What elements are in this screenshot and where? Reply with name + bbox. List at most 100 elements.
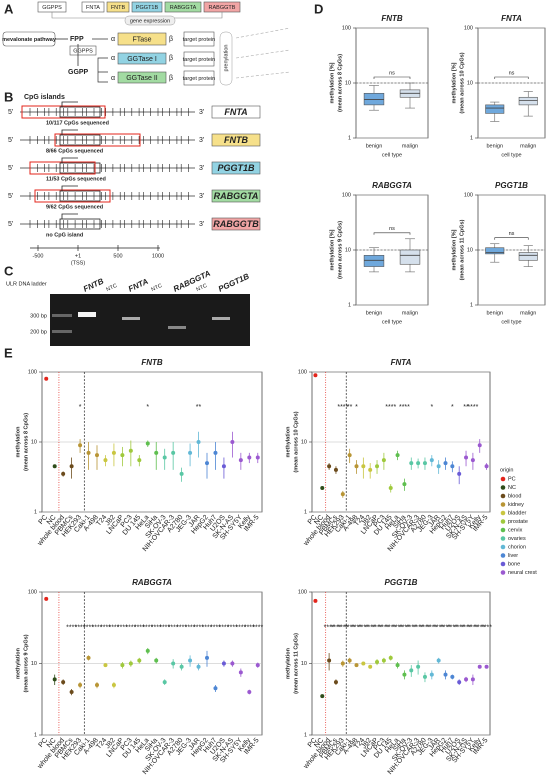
significance-label: **** [168, 625, 179, 632]
x-tick-label: malign [402, 143, 418, 149]
y-tick-label: 10 [467, 80, 473, 86]
x-tick-label: PC [38, 514, 50, 526]
significance-label: **** [372, 625, 383, 632]
dot [340, 661, 345, 666]
band [168, 326, 186, 329]
enzyme-name: FTase [132, 36, 151, 43]
significance-bracket [373, 76, 411, 79]
significance-label: **** [399, 625, 410, 632]
y-axis-label: (mean across 10 CpGs) [293, 411, 299, 472]
dot [221, 464, 226, 469]
y-tick-label: 100 [464, 25, 473, 31]
dot [313, 598, 318, 603]
ggpp-label: GGPP [68, 69, 89, 76]
lane-label: FNTA [127, 277, 150, 294]
significance-label: **** [108, 625, 119, 632]
y-tick-label: 100 [464, 192, 473, 198]
y-tick-label: 100 [28, 589, 37, 595]
dot [230, 440, 235, 444]
chart-title: FNTB [141, 358, 163, 367]
enzyme-name: GGTase I [127, 56, 157, 63]
significance-label: **** [210, 625, 221, 632]
dot [333, 467, 338, 472]
y-tick-label: 10 [301, 661, 307, 667]
exon [59, 134, 101, 146]
y-axis-label: (mean across 10 CpGs) [459, 52, 465, 113]
exon [59, 162, 101, 174]
dot [86, 655, 91, 660]
band [78, 312, 96, 317]
chart: FNTB 1 10 100 methylation (mean across 8 CpGs… [15, 358, 263, 553]
x-tick-label: NC [46, 514, 58, 526]
significance-label: ** [347, 404, 353, 411]
x-axis-label: cell type [382, 152, 402, 158]
dot [416, 461, 421, 466]
dot [213, 450, 218, 455]
dot [205, 655, 209, 660]
dot [457, 471, 462, 476]
significance-label: **** [75, 625, 86, 632]
panel-label: D [314, 1, 323, 16]
chart: PGGT1B 1 10 100 methylation (mean across 11 C… [285, 578, 492, 776]
dot [61, 471, 66, 476]
significance-label: **** [117, 625, 128, 632]
target-label: target protein [183, 37, 215, 43]
significance-label: **** [337, 625, 348, 632]
y-axis-label: methylation [285, 426, 291, 458]
tss-label: (TSS) [71, 260, 86, 266]
box [363, 255, 385, 267]
x-tick-label: malign [520, 310, 536, 316]
significance-bracket [373, 232, 411, 235]
gene-name: RABGGTB [213, 219, 259, 229]
legend-label: bone [508, 561, 520, 567]
dot [422, 461, 427, 466]
significance-label: **** [202, 625, 213, 632]
legend-title: origin [500, 467, 513, 473]
significance-label: **** [406, 625, 417, 632]
tss-arrow [61, 213, 78, 219]
dot [78, 443, 83, 448]
dot [78, 683, 83, 688]
x-tick-label: benign [366, 143, 383, 149]
legend-label: neural crest [508, 570, 537, 576]
dot [333, 680, 338, 685]
exon [59, 106, 101, 118]
exon [59, 218, 101, 230]
y-tick-label: 1 [34, 732, 37, 738]
legend-label: PC [508, 476, 516, 482]
enzyme-box [117, 52, 167, 65]
five-prime: 5' [8, 137, 13, 144]
beta: β [169, 75, 173, 82]
significance-label: **** [227, 625, 238, 632]
chart: FNTA 1 10 100 methylation [%] (mean across 10… [451, 14, 546, 158]
significance-label: **** [474, 625, 485, 632]
dot [128, 661, 133, 666]
gene-box [211, 189, 261, 203]
y-tick-label: 1 [470, 302, 473, 308]
axis-label: 1000 [152, 253, 164, 259]
gene-box [164, 1, 202, 13]
dot [162, 455, 167, 460]
x-axis-label: cell type [382, 319, 402, 325]
gene-name: PGGT1B [217, 163, 255, 173]
dot [327, 464, 332, 469]
y-tick-label: 100 [28, 369, 37, 375]
significance-label: **** [426, 625, 437, 632]
cpg-diagram: CpG islands [24, 94, 65, 101]
dot [443, 672, 448, 677]
significance-label: **** [481, 625, 492, 632]
dot [145, 441, 150, 446]
dot [95, 453, 99, 458]
y-tick-label: 10 [31, 661, 37, 667]
beta: β [169, 55, 173, 62]
legend-label: kidney [508, 502, 524, 508]
x-tick-label: NC [313, 514, 325, 526]
dot [103, 663, 108, 668]
chart-title: FNTA [391, 358, 412, 367]
dot [137, 458, 142, 463]
dot [320, 694, 325, 699]
expression-label: gene expression [130, 18, 170, 24]
significance-label: **** [159, 625, 170, 632]
significance-label: **** [235, 625, 246, 632]
dot [137, 658, 142, 663]
